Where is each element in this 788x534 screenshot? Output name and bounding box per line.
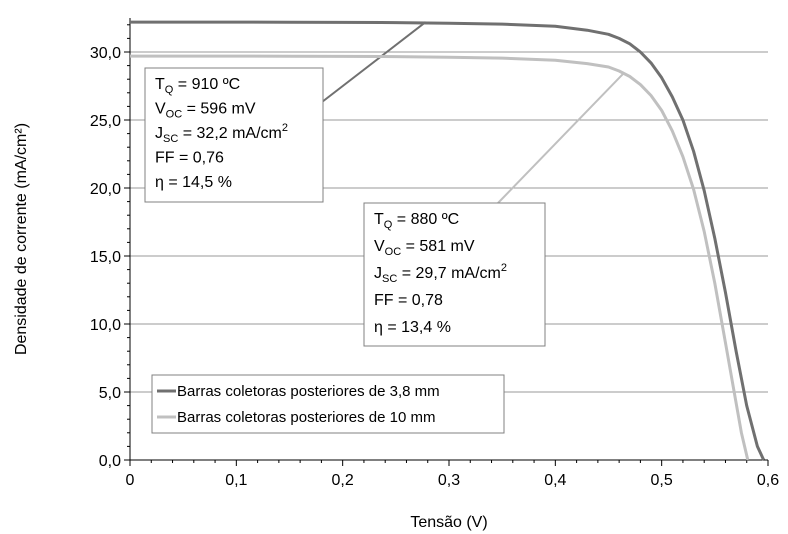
x-tick-label: 0,5 [651, 472, 673, 489]
legend-label: Barras coletoras posteriores de 10 mm [177, 409, 435, 426]
x-tick-label: 0,2 [332, 472, 354, 489]
x-axis-title: Tensão (V) [410, 514, 487, 531]
y-tick-label: 10,0 [90, 317, 121, 334]
y-tick-label: 0,0 [99, 453, 121, 470]
x-tick-label: 0,3 [438, 472, 460, 489]
annotation-box-frame [363, 202, 546, 347]
annotation-box-box-880: TQ = 880 ºC VOC = 581 mV JSC = 29,7 mA/cm2… [363, 202, 546, 347]
x-tick-label: 0,6 [757, 472, 779, 489]
annotation-line: TQ = 910 ºC [155, 76, 240, 96]
annotation-line: JSC = 29,7 mA/cm2 [374, 262, 507, 285]
annotation-line: FF = 0,76 [155, 150, 224, 167]
x-tick-label: 0,1 [225, 472, 247, 489]
y-tick-label: 25,0 [90, 113, 121, 130]
y-tick-label: 20,0 [90, 181, 121, 198]
x-tick-label: 0,4 [544, 472, 566, 489]
legend: Barras coletoras posteriores de 3,8 mm Ba… [151, 374, 505, 434]
series-line-1 [130, 20, 766, 461]
legend-label: Barras coletoras posteriores de 3,8 mm [177, 383, 440, 400]
annotation-pointers [321, 21, 626, 204]
annotation-pointer-line [497, 71, 626, 204]
legend-frame [151, 374, 505, 434]
x-tick-label: 0 [126, 472, 135, 489]
annotation-line: η = 14,5 % [155, 174, 232, 191]
annotation-line: η = 13,4 % [374, 319, 451, 336]
annotation-line: VOC = 596 mV [155, 101, 256, 121]
series-lines [130, 20, 766, 461]
annotation-line: VOC = 581 mV [374, 238, 475, 258]
annotation-pointer-line [321, 21, 427, 103]
tick-labels: 0,0 5,0 10,0 15,0 20,0 25,0 30,0 0 0,1 0,2 0,3 0,4 0… [90, 45, 779, 489]
annotation-line: JSC = 32,2 mA/cm2 [155, 122, 288, 145]
series-line-2 [130, 54, 750, 461]
y-axis-title: Densidade de corrente (mA/cm²) [13, 123, 30, 355]
y-tick-label: 30,0 [90, 45, 121, 62]
annotation-line: TQ = 880 ºC [374, 211, 459, 231]
y-tick-label: 15,0 [90, 249, 121, 266]
annotation-box-frame [144, 67, 324, 203]
tick-marks [124, 24, 769, 466]
y-tick-label: 5,0 [99, 385, 121, 402]
annotation-line: FF = 0,78 [374, 292, 443, 309]
